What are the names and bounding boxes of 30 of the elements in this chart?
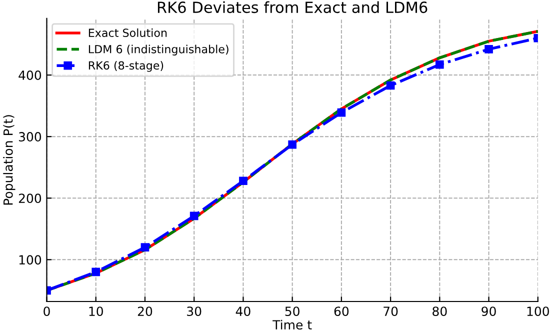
y-tick-label: 100 (19, 255, 42, 265)
y-tick-label: 200 (18, 194, 42, 204)
x-tick-label: 90 (482, 306, 496, 316)
chart-title: RK6 Deviates from Exact and LDM6 (158, 1, 428, 14)
point (190, 212, 198, 220)
x-tick-label: 70 (384, 306, 398, 316)
y-tick-label: 300 (18, 132, 42, 142)
y-axis-title: Population P(t) (3, 115, 16, 205)
legend-label: Exact Solution (88, 28, 167, 38)
x-tick-label: 20 (138, 306, 152, 316)
point (288, 140, 296, 149)
x-tick-label: 40 (236, 306, 250, 316)
point (436, 60, 444, 69)
x-tick-label: 100 (527, 306, 549, 316)
x-tick-label: 10 (89, 306, 103, 316)
point (239, 176, 248, 186)
y-tick-label: 400 (18, 70, 42, 80)
legend-label: LDM 6 (indistinguishable) (88, 44, 228, 56)
legend-label: RK6 (8-stage) (88, 61, 164, 72)
x-tick-label: 30 (187, 306, 202, 316)
point (484, 45, 493, 54)
x-tick-label: 50 (285, 306, 300, 316)
x-axis-title: Time t (272, 320, 312, 330)
point (140, 243, 150, 252)
point (337, 108, 346, 117)
x-tick-label: 0 (44, 306, 50, 316)
point (386, 81, 395, 90)
point (92, 268, 100, 276)
x-tick-label: 60 (334, 306, 349, 316)
x-tick-label: 80 (432, 306, 447, 316)
